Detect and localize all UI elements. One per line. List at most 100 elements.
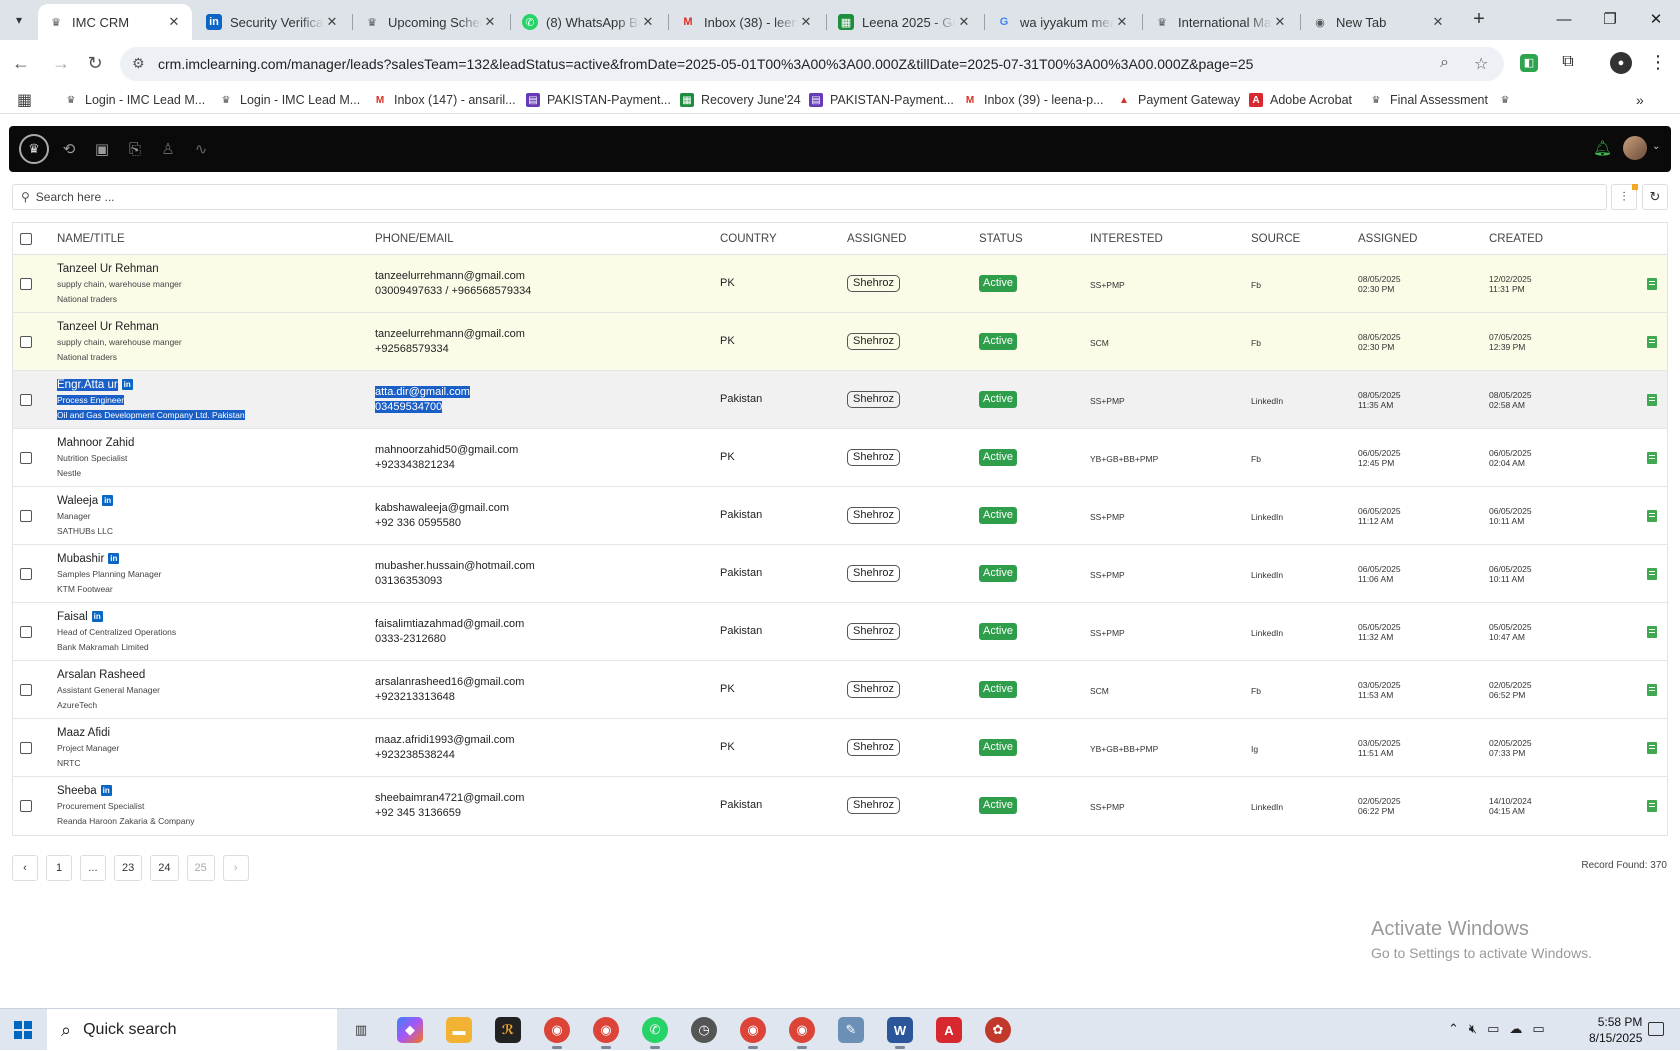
bookmark-item[interactable]: ♛ bbox=[1498, 90, 1519, 110]
lead-name[interactable]: Tanzeel Ur Rehman bbox=[57, 263, 159, 275]
tab-new-tab[interactable]: ◉ New Tab ✕ bbox=[1302, 4, 1456, 40]
column-header-assigned-at[interactable]: ASSIGNED bbox=[1358, 233, 1418, 245]
bookmark-star-icon[interactable]: ☆ bbox=[1474, 56, 1489, 73]
column-header-source[interactable]: SOURCE bbox=[1251, 233, 1301, 245]
chrome-icon[interactable]: ◉ bbox=[740, 1017, 766, 1049]
linkedin-icon[interactable]: in bbox=[100, 785, 112, 796]
app-icon[interactable]: ✿ bbox=[985, 1017, 1011, 1043]
calendar-icon[interactable]: ▣ bbox=[94, 141, 110, 158]
table-row[interactable]: Sheeba in Procurement Specialist Reanda H… bbox=[13, 777, 1667, 835]
bookmark-item[interactable]: M Inbox (147) - ansaril... bbox=[373, 90, 516, 110]
table-row[interactable]: Mubashir in Samples Planning Manager KTM … bbox=[13, 545, 1667, 603]
lead-name[interactable]: Maaz Afidi bbox=[57, 727, 111, 739]
lead-name[interactable]: Tanzeel Ur Rehman bbox=[57, 321, 159, 333]
notes-icon[interactable] bbox=[1647, 568, 1657, 580]
column-header-assigned-to[interactable]: ASSIGNED bbox=[847, 233, 907, 245]
close-icon[interactable]: ✕ bbox=[1274, 14, 1286, 29]
close-icon[interactable]: ✕ bbox=[1116, 14, 1128, 29]
tab-international[interactable]: ♛ International Ma ✕ bbox=[1144, 4, 1298, 40]
lead-name[interactable]: Faisal bbox=[57, 611, 88, 623]
network-icon[interactable]: ▭ bbox=[1487, 1021, 1500, 1036]
clock-app-icon[interactable]: ◷ bbox=[691, 1017, 717, 1043]
table-row[interactable]: Arsalan Rasheed Assistant General Manage… bbox=[13, 661, 1667, 719]
activity-icon[interactable]: ∿ bbox=[194, 141, 208, 158]
row-checkbox[interactable] bbox=[20, 278, 32, 290]
notes-icon[interactable] bbox=[1647, 626, 1657, 638]
bookmark-item[interactable]: M Inbox (39) - leena-p... bbox=[963, 90, 1104, 110]
tab-gmail-inbox[interactable]: M Inbox (38) - leen ✕ bbox=[670, 4, 824, 40]
notes-icon[interactable] bbox=[1647, 510, 1657, 522]
close-icon[interactable]: ✕ bbox=[484, 14, 496, 29]
file-explorer-icon[interactable]: ▬ bbox=[446, 1017, 472, 1043]
more-bookmarks-button[interactable]: » bbox=[1636, 90, 1644, 110]
close-window-button[interactable]: ✕ bbox=[1636, 6, 1676, 34]
prev-page-button[interactable]: ‹ bbox=[12, 855, 38, 881]
bookmark-item[interactable]: ▤ PAKISTAN-Payment... bbox=[809, 90, 954, 110]
copilot-icon[interactable]: ◆ bbox=[397, 1017, 423, 1043]
bookmark-item[interactable]: A Adobe Acrobat bbox=[1249, 90, 1352, 110]
close-icon[interactable]: ✕ bbox=[1432, 14, 1444, 29]
row-checkbox[interactable] bbox=[20, 394, 32, 406]
new-tab-button[interactable]: + bbox=[1466, 8, 1492, 32]
row-checkbox[interactable] bbox=[20, 452, 32, 464]
table-row[interactable]: Maaz Afidi Project Manager NRTC maaz.afr… bbox=[13, 719, 1667, 777]
row-checkbox[interactable] bbox=[20, 626, 32, 638]
notification-icon[interactable] bbox=[1648, 1022, 1664, 1036]
bookmark-item[interactable]: ▤ PAKISTAN-Payment... bbox=[526, 90, 671, 110]
row-checkbox[interactable] bbox=[20, 684, 32, 696]
profile-avatar-icon[interactable]: ● bbox=[1610, 52, 1632, 74]
bookmark-item[interactable]: ▦ Recovery June'24 bbox=[680, 90, 801, 110]
row-checkbox[interactable] bbox=[20, 742, 32, 754]
tab-upcoming-schedule[interactable]: ♛ Upcoming Schedu ✕ bbox=[354, 4, 508, 40]
apps-grid-button[interactable]: ▦ bbox=[17, 90, 32, 110]
reload-button[interactable]: ↻ bbox=[82, 50, 108, 76]
row-checkbox[interactable] bbox=[20, 568, 32, 580]
address-bar[interactable]: ⚙ crm.imclearning.com/manager/leads?sale… bbox=[120, 47, 1504, 81]
taskbar-search[interactable]: ⌕ Quick search bbox=[47, 1009, 337, 1051]
select-all-checkbox[interactable] bbox=[20, 233, 32, 245]
minimize-button[interactable]: — bbox=[1544, 6, 1584, 34]
notepad-icon[interactable]: ✎ bbox=[838, 1017, 864, 1043]
next-page-button[interactable]: › bbox=[222, 855, 249, 881]
extension-green-icon[interactable]: ◧ bbox=[1520, 54, 1538, 72]
chrome-icon[interactable]: ◉ bbox=[593, 1017, 619, 1049]
site-info-icon[interactable]: ⚙ bbox=[132, 55, 145, 71]
column-header-status[interactable]: STATUS bbox=[979, 233, 1023, 245]
close-icon[interactable]: ✕ bbox=[168, 14, 180, 29]
chrome-icon[interactable]: ◉ bbox=[789, 1017, 815, 1049]
notes-icon[interactable] bbox=[1647, 742, 1657, 754]
tab-google-sheets[interactable]: ▦ Leena 2025 - Go ✕ bbox=[828, 4, 982, 40]
back-button[interactable]: ← bbox=[8, 50, 34, 76]
lead-name[interactable]: Waleeja bbox=[57, 495, 99, 507]
table-row[interactable]: Tanzeel Ur Rehman supply chain, warehous… bbox=[13, 255, 1667, 313]
column-header-name[interactable]: NAME/TITLE bbox=[57, 233, 125, 245]
acrobat-icon[interactable]: A bbox=[936, 1017, 962, 1043]
tab-whatsapp[interactable]: ✆ (8) WhatsApp Bu ✕ bbox=[512, 4, 666, 40]
notes-icon[interactable] bbox=[1647, 452, 1657, 464]
linkedin-icon[interactable]: in bbox=[121, 379, 133, 390]
bookmark-item[interactable]: ▲ Payment Gateway bbox=[1117, 90, 1240, 110]
display-icon[interactable]: ▭ bbox=[1532, 1021, 1545, 1036]
lead-name[interactable]: Sheeba bbox=[57, 785, 97, 797]
table-row[interactable]: Mahnoor Zahid Nutrition Specialist Nestl… bbox=[13, 429, 1667, 487]
extensions-puzzle-icon[interactable]: ⧉ bbox=[1562, 53, 1574, 70]
cloud-icon[interactable]: ☁ bbox=[1509, 1021, 1523, 1036]
lead-name[interactable]: Mahnoor Zahid bbox=[57, 437, 135, 449]
document-icon[interactable]: ⎘ bbox=[128, 141, 141, 158]
column-header-country[interactable]: COUNTRY bbox=[720, 233, 777, 245]
tab-imc-crm[interactable]: ♛ IMC CRM ✕ bbox=[38, 4, 192, 40]
forward-button[interactable]: → bbox=[48, 50, 74, 76]
column-header-interested[interactable]: INTERESTED bbox=[1090, 233, 1163, 245]
page-1-button[interactable]: 1 bbox=[46, 855, 72, 881]
close-icon[interactable]: ✕ bbox=[326, 14, 338, 29]
notes-icon[interactable] bbox=[1647, 336, 1657, 348]
row-checkbox[interactable] bbox=[20, 510, 32, 522]
close-icon[interactable]: ✕ bbox=[958, 14, 970, 29]
word-icon[interactable]: W bbox=[887, 1017, 913, 1049]
column-header-created[interactable]: CREATED bbox=[1489, 233, 1544, 245]
table-row[interactable]: Engr.Atta ur in Process Engineer Oil and … bbox=[13, 371, 1667, 429]
taskbar-clock[interactable]: 5:58 PM 8/15/2025 bbox=[1589, 1014, 1642, 1046]
avatar[interactable] bbox=[1623, 136, 1647, 160]
page-24-button[interactable]: 24 bbox=[150, 855, 179, 881]
chevron-up-icon[interactable]: ⌃ bbox=[1448, 1021, 1459, 1036]
